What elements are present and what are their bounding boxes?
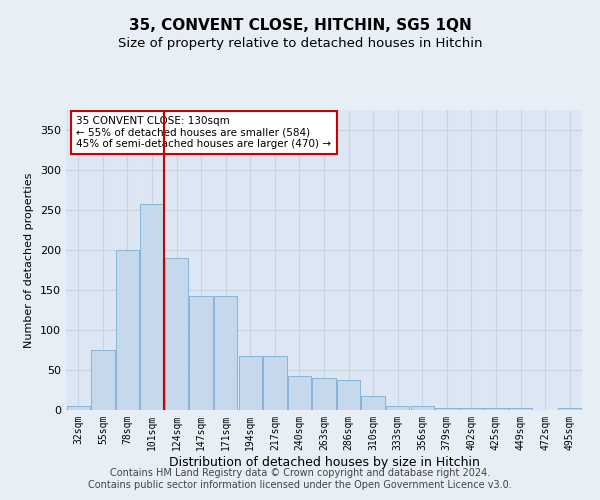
Text: Size of property relative to detached houses in Hitchin: Size of property relative to detached ho… [118,38,482,51]
Bar [313,378,335,410]
Bar [386,406,409,410]
Bar [263,356,287,410]
Bar [435,408,458,410]
Bar [140,204,164,410]
Text: 35 CONVENT CLOSE: 130sqm
← 55% of detached houses are smaller (584)
45% of semi-: 35 CONVENT CLOSE: 130sqm ← 55% of detach… [76,116,331,149]
Bar [288,376,311,410]
Bar [67,406,90,410]
Bar [509,408,532,410]
Bar [558,408,581,410]
Bar [239,356,262,410]
Bar [91,350,115,410]
Bar [460,408,483,410]
Bar [337,380,360,410]
Text: 35, CONVENT CLOSE, HITCHIN, SG5 1QN: 35, CONVENT CLOSE, HITCHIN, SG5 1QN [128,18,472,32]
Bar [165,258,188,410]
Bar [190,296,213,410]
X-axis label: Distribution of detached houses by size in Hitchin: Distribution of detached houses by size … [169,456,479,468]
Y-axis label: Number of detached properties: Number of detached properties [25,172,34,348]
Bar [116,250,139,410]
Text: Contains HM Land Registry data © Crown copyright and database right 2024.
Contai: Contains HM Land Registry data © Crown c… [88,468,512,490]
Bar [361,396,385,410]
Bar [410,406,434,410]
Bar [214,296,238,410]
Bar [484,408,508,410]
